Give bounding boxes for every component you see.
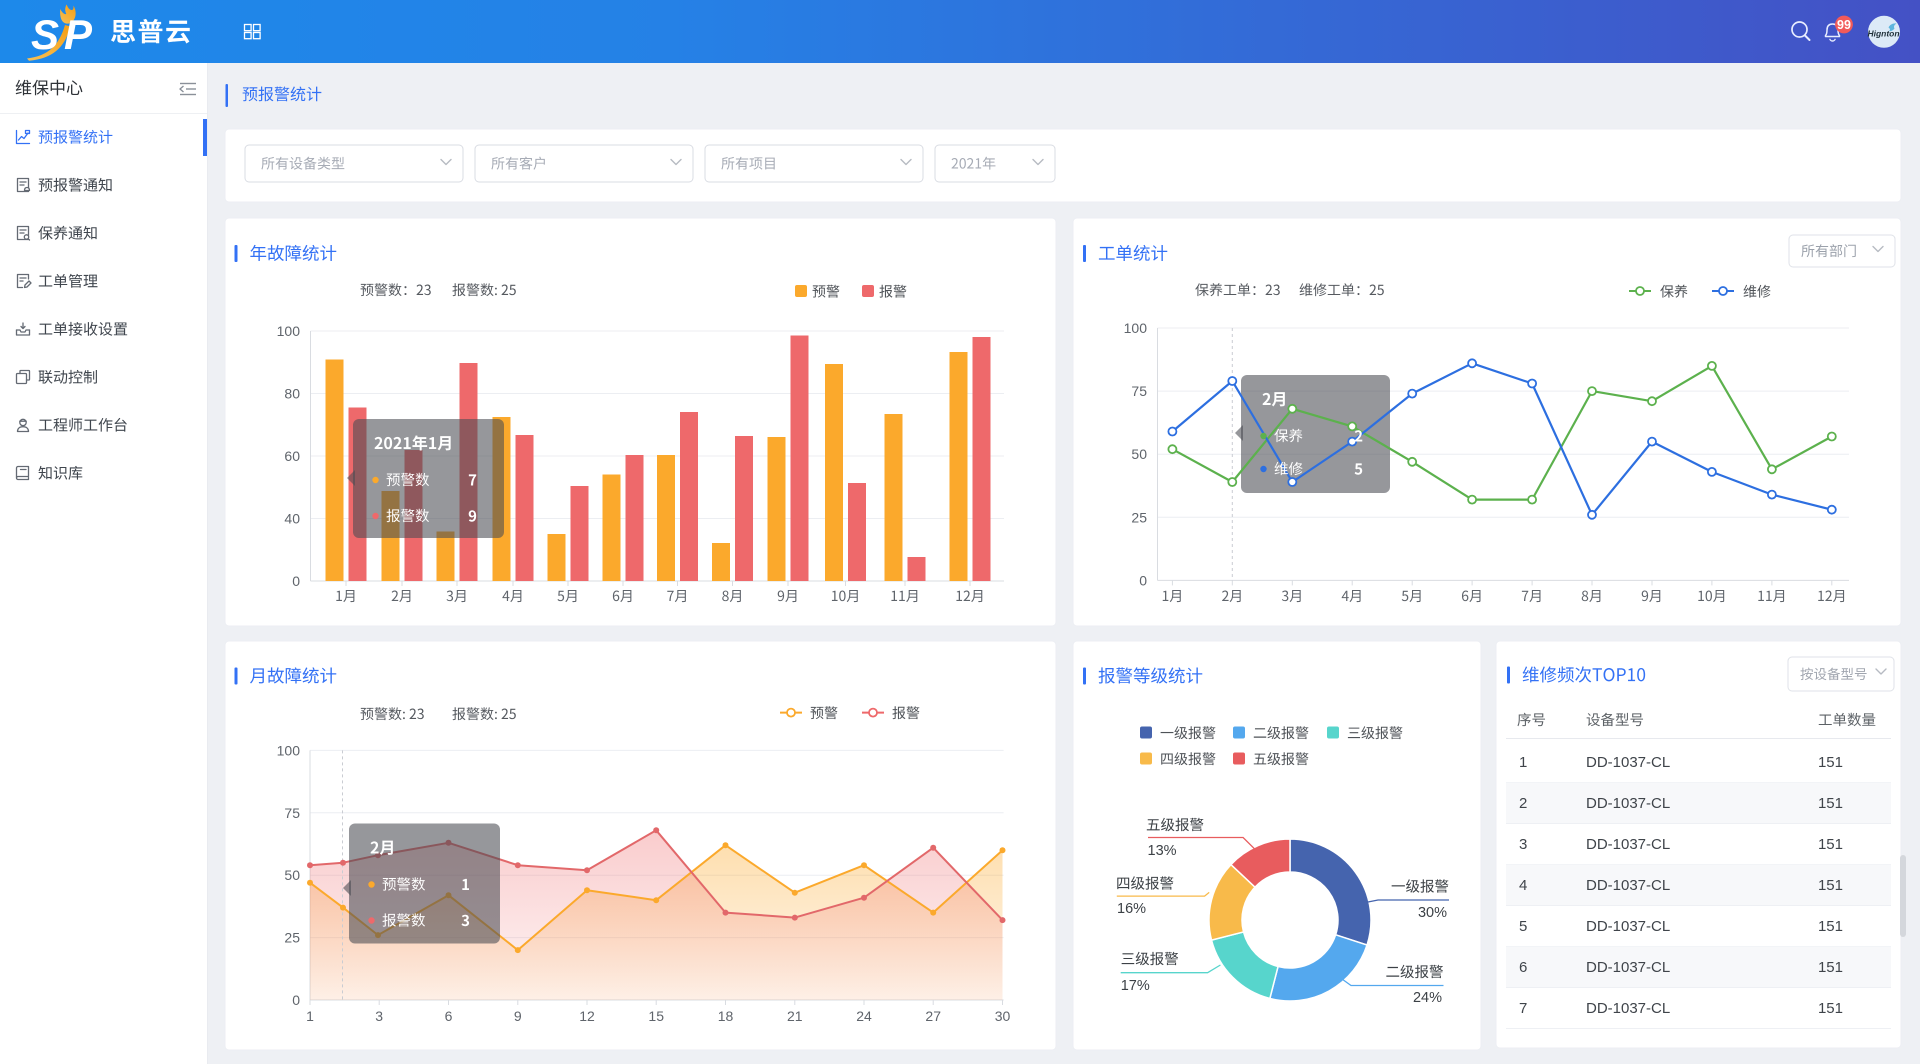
svg-text:151: 151 <box>1818 1000 1843 1017</box>
svg-text:7: 7 <box>1519 1000 1527 1017</box>
svg-text:18: 18 <box>718 1008 734 1024</box>
svg-text:DD-1037-CL: DD-1037-CL <box>1586 1000 1670 1017</box>
svg-text:DD-1037-CL: DD-1037-CL <box>1586 836 1670 853</box>
svg-text:6: 6 <box>445 1008 453 1024</box>
svg-text:3: 3 <box>375 1008 383 1024</box>
svg-text:DD-1037-CL: DD-1037-CL <box>1586 918 1670 935</box>
svg-text:27: 27 <box>925 1008 941 1024</box>
svg-text:50: 50 <box>284 867 300 883</box>
svg-text:75: 75 <box>1131 383 1147 399</box>
svg-text:151: 151 <box>1818 795 1843 812</box>
svg-text:99: 99 <box>1837 18 1851 32</box>
svg-text:75: 75 <box>284 805 300 821</box>
svg-text:13%: 13% <box>1148 843 1177 859</box>
svg-text:DD-1037-CL: DD-1037-CL <box>1586 754 1670 771</box>
svg-text:60: 60 <box>284 448 300 464</box>
svg-text:25: 25 <box>1131 509 1147 525</box>
svg-text:21: 21 <box>787 1008 803 1024</box>
svg-text:0: 0 <box>292 992 300 1008</box>
svg-text:151: 151 <box>1818 877 1843 894</box>
svg-text:DD-1037-CL: DD-1037-CL <box>1586 795 1670 812</box>
svg-text:30%: 30% <box>1418 905 1447 921</box>
svg-text:2: 2 <box>1519 795 1527 812</box>
svg-text:17%: 17% <box>1121 978 1150 994</box>
svg-text:80: 80 <box>284 386 300 402</box>
svg-text:1: 1 <box>306 1008 314 1024</box>
svg-text:24: 24 <box>856 1008 872 1024</box>
svg-text:50: 50 <box>1131 446 1147 462</box>
svg-text:0: 0 <box>1139 572 1147 588</box>
svg-text:DD-1037-CL: DD-1037-CL <box>1586 877 1670 894</box>
svg-text:0: 0 <box>292 573 300 589</box>
svg-text:100: 100 <box>277 323 301 339</box>
svg-text:P: P <box>64 11 93 58</box>
svg-text:30: 30 <box>995 1008 1011 1024</box>
svg-text:151: 151 <box>1818 918 1843 935</box>
svg-text:25: 25 <box>284 930 300 946</box>
svg-text:151: 151 <box>1818 836 1843 853</box>
svg-text:9: 9 <box>514 1008 522 1024</box>
svg-text:3: 3 <box>1519 836 1527 853</box>
svg-text:16%: 16% <box>1117 901 1146 917</box>
svg-text:6: 6 <box>1519 959 1527 976</box>
svg-text:12: 12 <box>579 1008 595 1024</box>
svg-text:4: 4 <box>1519 877 1527 894</box>
svg-text:40: 40 <box>284 511 300 527</box>
svg-text:DD-1037-CL: DD-1037-CL <box>1586 959 1670 976</box>
svg-text:151: 151 <box>1818 754 1843 771</box>
svg-text:100: 100 <box>277 742 301 758</box>
svg-text:S: S <box>31 11 59 58</box>
svg-text:24%: 24% <box>1413 990 1442 1006</box>
svg-text:151: 151 <box>1818 959 1843 976</box>
svg-text:1: 1 <box>1519 754 1527 771</box>
svg-text:15: 15 <box>648 1008 664 1024</box>
svg-text:5: 5 <box>1519 918 1527 935</box>
svg-text:Hignton: Hignton <box>1867 29 1899 39</box>
svg-text:100: 100 <box>1124 320 1148 336</box>
